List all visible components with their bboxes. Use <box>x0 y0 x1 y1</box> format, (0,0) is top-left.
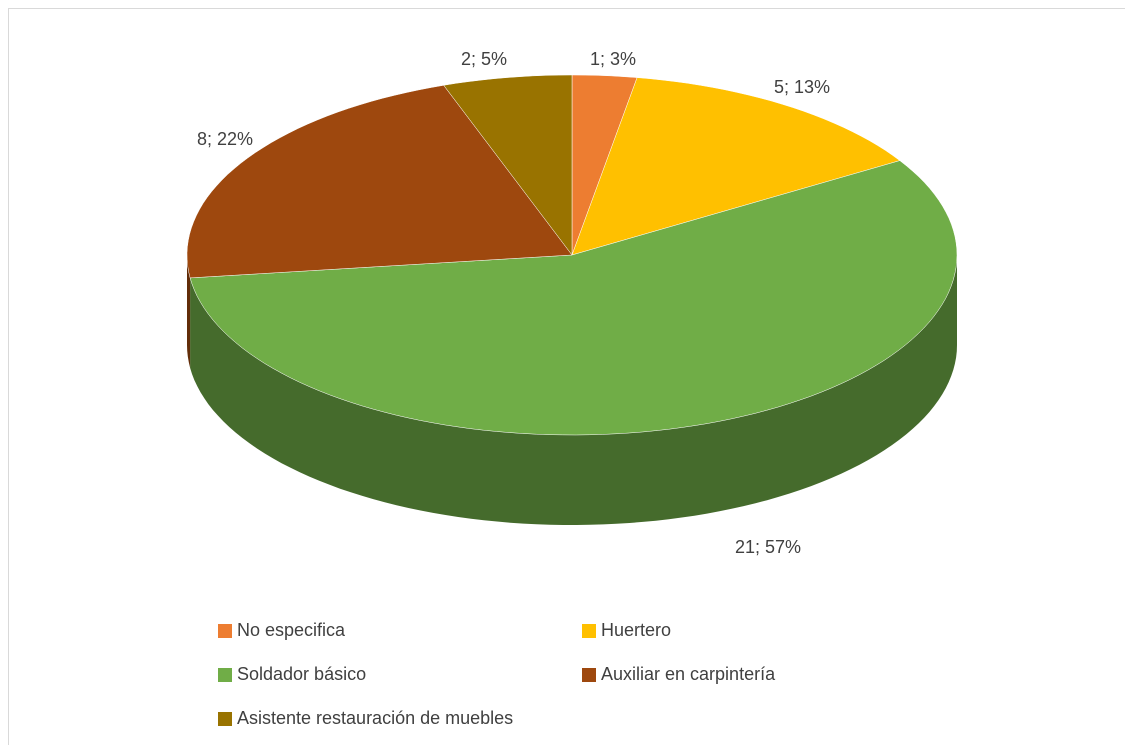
pie-slice <box>186 85 573 279</box>
data-label: 21; 57% <box>735 537 801 557</box>
legend-label: Asistente restauración de muebles <box>237 708 513 728</box>
legend-swatch <box>218 624 232 638</box>
pie-slice <box>571 77 901 256</box>
legend-label: Soldador básico <box>237 664 366 684</box>
legend-label: Auxiliar en carpintería <box>601 664 776 684</box>
pie-slice <box>189 160 958 436</box>
data-label: 2; 5% <box>461 49 507 69</box>
pie-side <box>187 255 191 368</box>
data-label: 8; 22% <box>197 129 253 149</box>
data-label: 1; 3% <box>590 49 636 69</box>
legend-label: Huertero <box>601 620 671 640</box>
data-label: 5; 13% <box>774 77 830 97</box>
legend-swatch <box>218 668 232 682</box>
pie-slice <box>443 74 573 256</box>
legend-swatch <box>582 624 596 638</box>
legend-swatch <box>218 712 232 726</box>
pie-side <box>190 255 958 525</box>
legend-swatch <box>582 668 596 682</box>
legend-label: No especifica <box>237 620 346 640</box>
